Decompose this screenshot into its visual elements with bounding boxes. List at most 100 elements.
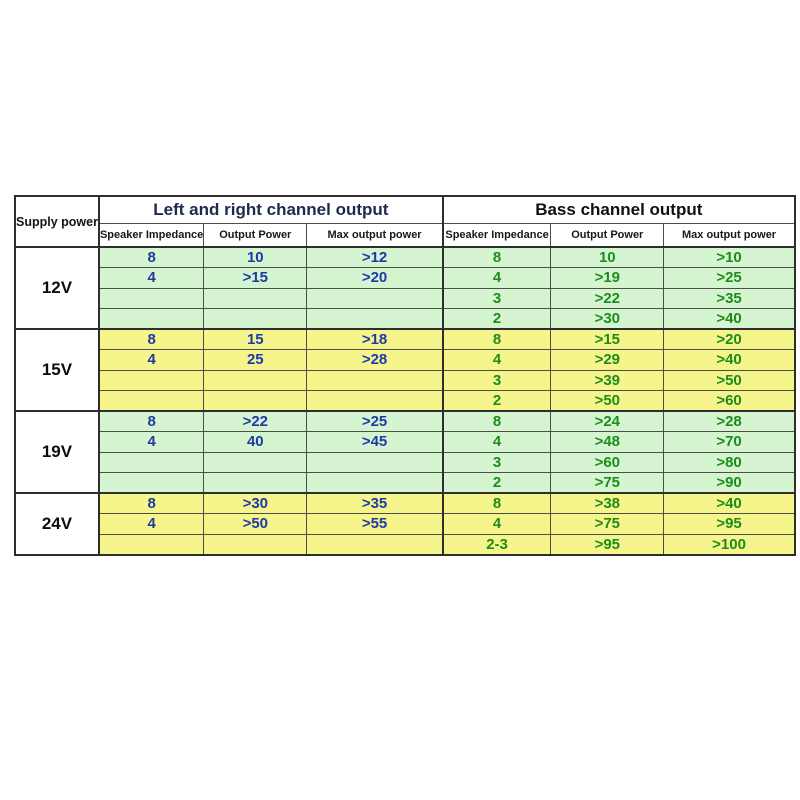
bass-channel-cell: >30 — [550, 308, 665, 330]
supply-voltage-label: 24V — [14, 492, 100, 555]
left-channel-cell — [98, 369, 205, 391]
table-row: 4 25 >28 4 >29 >40 — [15, 349, 796, 371]
column-header-bass-impedance: Speaker Impedance — [441, 223, 552, 248]
left-channel-cell — [98, 308, 205, 330]
bass-channel-cell: >90 — [663, 472, 796, 494]
bass-channel-cell: >60 — [663, 390, 796, 412]
bass-channel-cell: >50 — [550, 390, 665, 412]
bass-channel-cell: >75 — [550, 513, 665, 535]
left-channel-cell: >50 — [203, 513, 308, 535]
bass-channel-cell: >95 — [663, 513, 796, 535]
column-header-bass-max-power: Max output power — [663, 223, 796, 248]
left-channel-cell — [98, 533, 205, 555]
bass-channel-cell: >28 — [663, 410, 796, 432]
table-row: 19V 8 >22 >25 8 >24 >28 — [14, 410, 796, 494]
left-channel-cell: >15 — [203, 267, 308, 289]
left-channel-cell: >45 — [306, 431, 444, 453]
bass-channel-cell: 8 — [441, 410, 552, 432]
left-channel-cell: >30 — [203, 492, 308, 514]
bass-channel-cell: >75 — [550, 472, 665, 494]
left-channel-cell: >25 — [306, 410, 444, 432]
bass-channel-cell: >80 — [663, 451, 796, 473]
left-channel-cell: 40 — [203, 431, 308, 453]
left-channel-cell — [306, 451, 444, 473]
bass-channel-cell: >48 — [550, 431, 665, 453]
column-header-left-max-power: Max output power — [306, 223, 444, 248]
left-channel-cell — [203, 369, 308, 391]
left-channel-cell: >22 — [203, 410, 308, 432]
supply-voltage-label: 12V — [14, 246, 100, 330]
left-channel-cell — [203, 390, 308, 412]
left-channel-cell: >12 — [306, 246, 444, 268]
column-header-left-impedance: Speaker Impedance — [98, 223, 205, 248]
bass-channel-cell: >50 — [663, 369, 796, 391]
table-row: 4 >50 >55 4 >75 >95 — [15, 513, 796, 535]
bass-channel-cell: >19 — [550, 267, 665, 289]
bass-channel-group-title: Bass channel output — [441, 195, 796, 224]
bass-channel-cell: >95 — [550, 533, 665, 555]
left-channel-cell — [306, 390, 444, 412]
column-header-bass-output-power: Output Power — [550, 223, 665, 248]
left-channel-cell: 8 — [98, 328, 205, 350]
left-channel-cell: 8 — [98, 492, 205, 514]
supply-voltage-label: 15V — [14, 328, 100, 412]
bass-channel-cell: 8 — [441, 492, 552, 514]
left-channel-cell: 15 — [203, 328, 308, 350]
left-channel-cell — [203, 308, 308, 330]
bass-channel-cell: 2-3 — [441, 533, 552, 555]
table-row: 4 40 >45 4 >48 >70 — [15, 431, 796, 453]
left-channel-cell — [306, 533, 444, 555]
bass-channel-cell: 8 — [441, 328, 552, 350]
left-channel-cell: 4 — [98, 513, 205, 535]
table-row: 3 >39 >50 — [15, 369, 796, 391]
bass-channel-cell: 3 — [441, 369, 552, 391]
group-header-row: Supply power Left and right channel outp… — [14, 195, 796, 248]
bass-channel-cell: 4 — [441, 431, 552, 453]
left-channel-cell: 4 — [98, 349, 205, 371]
bass-channel-cell: 4 — [441, 267, 552, 289]
table-row: 2 >30 >40 — [15, 308, 796, 330]
bass-channel-cell: >20 — [663, 328, 796, 350]
left-channel-cell: 25 — [203, 349, 308, 371]
bass-channel-cell: >10 — [663, 246, 796, 268]
spec-table: Supply power Left and right channel outp… — [14, 195, 796, 556]
left-channel-cell — [98, 287, 205, 309]
bass-channel-cell: 2 — [441, 472, 552, 494]
left-channel-cell — [98, 390, 205, 412]
supply-power-header: Supply power — [14, 195, 100, 248]
left-channel-cell: >20 — [306, 267, 444, 289]
table-row: 3 >60 >80 — [15, 451, 796, 473]
bass-channel-cell: >38 — [550, 492, 665, 514]
bass-channel-cell: >25 — [663, 267, 796, 289]
table-row: 15V 8 15 >18 8 >15 >20 — [14, 328, 796, 412]
bass-channel-cell: >22 — [550, 287, 665, 309]
left-channel-cell — [306, 287, 444, 309]
bass-channel-cell: 8 — [441, 246, 552, 268]
left-channel-cell: >18 — [306, 328, 444, 350]
left-channel-cell: >35 — [306, 492, 444, 514]
bass-channel-cell: 2 — [441, 390, 552, 412]
left-channel-group-title: Left and right channel output — [98, 195, 444, 224]
bass-channel-cell: 2 — [441, 308, 552, 330]
table-row: 2 >75 >90 — [15, 472, 796, 494]
bass-channel-cell: >40 — [663, 308, 796, 330]
left-channel-cell — [306, 369, 444, 391]
column-header-left-output-power: Output Power — [203, 223, 308, 248]
bass-channel-cell: >100 — [663, 533, 796, 555]
table-row: 2 >50 >60 — [15, 390, 796, 412]
bass-channel-cell: 4 — [441, 513, 552, 535]
bass-channel-cell: >70 — [663, 431, 796, 453]
bass-channel-cell: >35 — [663, 287, 796, 309]
left-channel-cell: 8 — [98, 246, 205, 268]
bass-channel-cell: >60 — [550, 451, 665, 473]
spec-table-body: 12V 8 10 >12 8 10 >10 4 >15 >20 4 >19 >25 3 >22 >35 2 >30… — [14, 246, 796, 555]
left-channel-cell — [98, 472, 205, 494]
bass-channel-cell: >40 — [663, 349, 796, 371]
left-channel-cell: >28 — [306, 349, 444, 371]
bass-channel-cell: >24 — [550, 410, 665, 432]
left-channel-cell — [203, 472, 308, 494]
bass-channel-cell: 3 — [441, 451, 552, 473]
left-channel-cell — [98, 451, 205, 473]
table-row: 12V 8 10 >12 8 10 >10 — [14, 246, 796, 330]
table-row: 3 >22 >35 — [15, 287, 796, 309]
